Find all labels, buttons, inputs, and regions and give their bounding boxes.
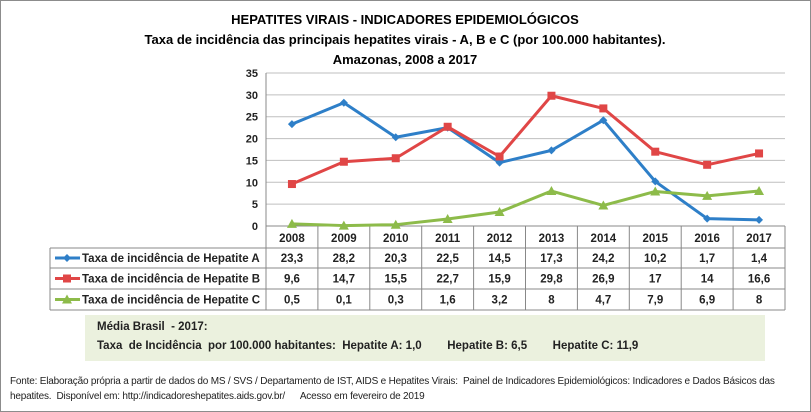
data-label: 29,8 [540, 274, 563, 286]
legend-label: Taxa de incidência de Hepatite B [82, 274, 260, 286]
x-tick-label: 2013 [539, 233, 565, 245]
x-tick-label: 2015 [642, 233, 668, 245]
data-point [546, 186, 557, 196]
data-point [286, 218, 297, 228]
y-tick-label: 30 [246, 90, 258, 102]
legend-marker [63, 254, 71, 262]
data-label: 1,4 [751, 253, 768, 265]
x-tick-label: 2017 [746, 233, 772, 245]
series-line [291, 189, 760, 228]
data-label: 17 [649, 274, 662, 286]
y-tick-label: 25 [246, 112, 258, 124]
data-label: 14,7 [333, 274, 355, 286]
data-point [599, 104, 608, 113]
data-point [287, 180, 296, 189]
data-label: 15,5 [385, 274, 408, 286]
footer-source: Fonte: Elaboração própria a partir de da… [10, 376, 775, 387]
data-label: 10,2 [644, 253, 666, 265]
data-label: 14,5 [488, 253, 511, 265]
data-label: 14 [701, 274, 714, 286]
legend-marker [62, 294, 72, 304]
data-point [339, 157, 348, 166]
x-tick-label: 2012 [487, 233, 513, 245]
data-point [391, 154, 400, 163]
y-tick-label: 15 [246, 155, 258, 167]
data-point [599, 116, 608, 125]
data-point [702, 190, 713, 200]
data-label: 16,6 [748, 274, 770, 286]
legend-label: Taxa de incidência de Hepatite C [82, 295, 260, 307]
note-line-1: Média Brasil - 2017: [97, 321, 208, 333]
chart-title: HEPATITES VIRAIS - INDICADORES EPIDEMIOL… [231, 12, 579, 27]
y-tick-label: 5 [252, 199, 258, 211]
data-point [703, 160, 712, 169]
data-point [754, 186, 765, 196]
data-label: 3,2 [492, 295, 508, 307]
data-point [598, 200, 609, 210]
data-point [651, 177, 660, 186]
x-tick-label: 2011 [435, 233, 461, 245]
data-label: 9,6 [284, 274, 300, 286]
data-label: 26,9 [592, 274, 614, 286]
series-line [291, 101, 760, 222]
x-tick-label: 2008 [279, 233, 305, 245]
data-label: 1,7 [699, 253, 715, 265]
data-point [703, 214, 712, 223]
data-point [651, 147, 660, 156]
x-tick-label: 2014 [591, 233, 617, 245]
data-point [495, 158, 504, 167]
data-point [650, 186, 661, 196]
data-point [391, 133, 400, 142]
data-label: 0,1 [336, 295, 353, 307]
data-label: 20,3 [385, 253, 407, 265]
x-tick-label: 2016 [694, 233, 720, 245]
chart-subtitle: Taxa de incidência das principais hepati… [145, 32, 666, 47]
data-label: 7,9 [647, 295, 663, 307]
data-point [755, 215, 764, 224]
data-point [443, 122, 452, 131]
data-point [755, 149, 764, 158]
y-tick-label: 35 [246, 68, 258, 80]
data-label: 23,3 [281, 253, 303, 265]
data-label: 0,5 [284, 295, 301, 307]
data-point [287, 120, 296, 129]
y-tick-label: 0 [252, 221, 258, 233]
y-tick-label: 10 [246, 177, 258, 189]
data-label: 28,2 [333, 253, 355, 265]
data-point [495, 152, 504, 161]
x-tick-label: 2009 [331, 233, 357, 245]
series-line [291, 94, 760, 186]
data-point [338, 220, 349, 230]
data-label: 17,3 [540, 253, 562, 265]
data-label: 15,9 [488, 274, 510, 286]
data-point [390, 219, 401, 229]
data-point [547, 146, 556, 155]
data-label: 22,5 [436, 253, 459, 265]
footer-source-2: hepatites. Disponível em: http://indicad… [10, 391, 425, 402]
legend-marker [63, 274, 71, 283]
legend-label: Taxa de incidência de Hepatite A [82, 253, 260, 265]
data-label: 6,9 [699, 295, 715, 307]
chart-subtitle-2: Amazonas, 2008 a 2017 [333, 52, 478, 67]
brazil-average-note: Média Brasil - 2017: Taxa de Incidência … [85, 315, 765, 361]
data-label: 24,2 [592, 253, 614, 265]
data-label: 8 [548, 295, 555, 307]
data-point [442, 214, 453, 224]
data-point [547, 91, 556, 100]
x-tick-label: 2010 [383, 233, 409, 245]
data-label: 1,6 [440, 295, 456, 307]
data-label: 0,3 [388, 295, 404, 307]
data-label: 22,7 [436, 274, 458, 286]
data-point [339, 98, 348, 107]
y-tick-label: 20 [246, 134, 258, 146]
data-point [494, 207, 505, 217]
data-label: 8 [756, 295, 763, 307]
note-line-2: Taxa de Incidência por 100.000 habitante… [97, 340, 639, 352]
data-label: 4,7 [595, 295, 611, 307]
